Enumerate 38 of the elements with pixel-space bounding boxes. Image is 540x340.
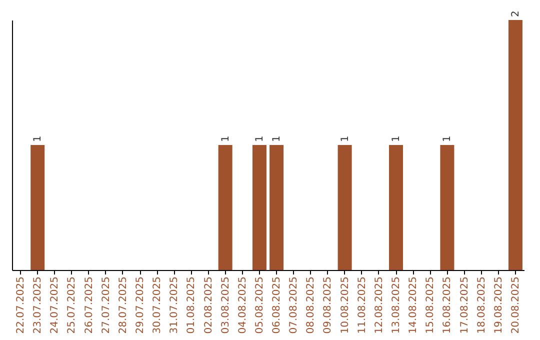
x-tick-label: 01.08.2025 [186,276,198,334]
x-tick-label: 11.08.2025 [356,276,368,334]
data-label: 1 [272,136,283,142]
x-tick-label: 27.07.2025 [100,276,112,334]
x-tick-label: 22.07.2025 [16,276,27,334]
x-tick-label: 14.08.2025 [408,276,420,334]
data-label: 1 [442,136,454,142]
x-tick-label: 28.07.2025 [118,276,129,334]
x-tick-label: 26.07.2025 [84,276,95,334]
x-tick-label: 07.08.2025 [288,276,300,334]
x-tick-label: 23.07.2025 [32,276,44,334]
x-tick-label: 02.08.2025 [203,276,214,334]
x-tick-label: 31.07.2025 [169,276,180,334]
data-label: 1 [32,136,44,142]
x-tick-label: 09.08.2025 [322,276,334,334]
x-tick-label: 05.08.2025 [254,276,266,334]
x-tick-label: 17.08.2025 [459,276,470,334]
x-tick-label: 15.08.2025 [425,276,436,334]
data-label: 2 [510,10,522,17]
x-tick-label: 13.08.2025 [391,276,402,334]
x-tick-label: 25.07.2025 [66,276,78,334]
x-tick-label: 24.07.2025 [50,276,61,334]
x-tick-label: 12.08.2025 [374,276,385,334]
x-tick-label: 10.08.2025 [340,276,351,334]
x-tick-label: 16.08.2025 [442,276,454,334]
data-label: 1 [254,136,266,142]
data-label: 1 [391,136,402,142]
x-tick-label: 19.08.2025 [493,276,504,334]
x-tick-label: 06.08.2025 [272,276,283,334]
x-tick-label: 04.08.2025 [237,276,248,334]
x-tick-label: 29.07.2025 [135,276,146,334]
x-tick-label: 08.08.2025 [306,276,317,334]
x-tick-label: 20.08.2025 [510,276,522,334]
x-tick-label: 18.08.2025 [476,276,488,334]
data-label: 1 [220,136,232,142]
x-tick-label: 03.08.2025 [220,276,232,334]
data-label: 1 [340,136,351,142]
x-tick-label: 30.07.2025 [152,276,164,334]
